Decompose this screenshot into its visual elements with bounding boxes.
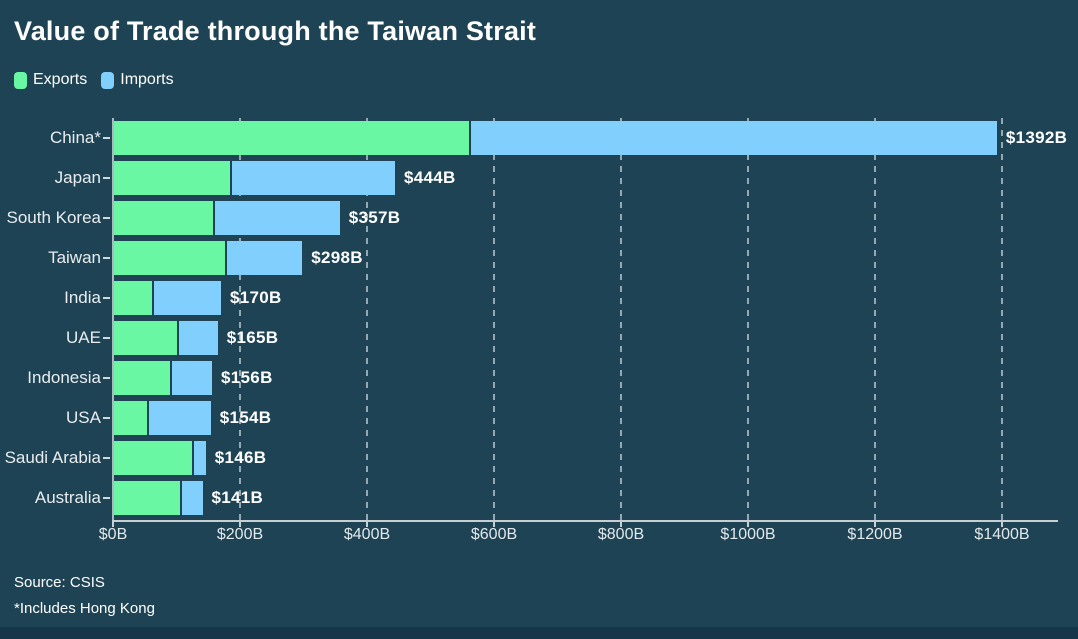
category-tick — [103, 297, 110, 299]
x-tick-label: $600B — [470, 526, 518, 543]
imports-bar-segment — [148, 401, 211, 435]
x-tick-mark — [874, 522, 876, 527]
x-tick-label: $200B — [216, 526, 264, 543]
category-tick — [103, 217, 110, 219]
imports-bar-segment — [182, 481, 203, 515]
legend-label-imports: Imports — [120, 71, 174, 88]
x-axis-line — [112, 520, 1058, 522]
total-value-label: $1392B — [1005, 128, 1068, 147]
total-value-label: $165B — [226, 328, 279, 347]
gridline — [620, 118, 622, 520]
legend-label-exports: Exports — [33, 71, 88, 88]
exports-bar-segment — [114, 321, 178, 355]
exports-bar-segment — [114, 201, 214, 235]
x-tick-label: $800B — [597, 526, 645, 543]
total-value-label: $170B — [229, 288, 282, 307]
imports-bar-segment — [193, 441, 206, 475]
legend-item-imports: Imports — [101, 71, 174, 89]
category-label: Indonesia — [27, 368, 101, 387]
bar-row: UAE $165B — [66, 318, 1058, 358]
exports-bar-segment — [114, 241, 226, 275]
x-tick-mark — [1001, 522, 1003, 527]
bar-row: South Korea $357B — [6, 198, 1058, 238]
category-tick — [103, 257, 110, 259]
exports-bar-segment — [114, 281, 152, 315]
total-value-label: $154B — [219, 408, 272, 427]
footnote-text: *Includes Hong Kong — [14, 600, 155, 617]
exports-bar-segment — [114, 481, 181, 515]
imports-bar-segment — [227, 241, 303, 275]
total-value-label: $357B — [348, 208, 401, 227]
imports-swatch-icon — [101, 71, 115, 89]
category-tick — [103, 497, 110, 499]
x-tick-mark — [620, 522, 622, 527]
x-tick-mark — [366, 522, 368, 527]
category-tick — [103, 137, 110, 139]
bar-row: Taiwan $298B — [48, 238, 1058, 278]
category-label: Saudi Arabia — [4, 448, 101, 467]
gridline — [874, 118, 876, 520]
legend: Exports Imports — [14, 71, 174, 89]
category-label: Australia — [34, 488, 101, 507]
exports-bar-segment — [114, 401, 147, 435]
bar-row: Japan $444B — [55, 158, 1058, 198]
imports-bar-segment — [153, 281, 221, 315]
plot-area: China* $1392B Japan $444B South Korea $357B Ta… — [5, 118, 1067, 543]
bar-row: Indonesia $156B — [27, 358, 1058, 398]
category-tick — [103, 417, 110, 419]
x-tick-mark — [239, 522, 241, 527]
source-text: Source: CSIS — [14, 574, 105, 591]
total-value-label: $444B — [403, 168, 456, 187]
x-tick-mark — [493, 522, 495, 527]
total-value-label: $156B — [221, 368, 273, 387]
gridline — [493, 118, 495, 520]
x-tick-label: $1400B — [974, 526, 1030, 543]
imports-bar-segment — [179, 321, 218, 355]
category-tick — [103, 177, 110, 179]
total-value-label: $146B — [214, 448, 267, 467]
bar-row: Australia $141B — [35, 478, 1058, 518]
total-value-label: $141B — [211, 488, 264, 507]
gridline — [366, 118, 368, 520]
bar-row: India $170B — [64, 278, 1058, 318]
bar-row: Saudi Arabia $146B — [5, 438, 1058, 478]
y-axis-line — [112, 118, 114, 520]
category-label: South Korea — [6, 208, 101, 227]
imports-bar-segment — [232, 161, 395, 195]
exports-bar-segment — [114, 121, 469, 155]
category-label: Japan — [54, 168, 101, 187]
total-value-label: $298B — [311, 248, 363, 267]
x-tick-label: $1200B — [847, 526, 903, 543]
category-label: China* — [49, 128, 101, 147]
exports-bar-segment — [114, 441, 192, 475]
category-tick — [103, 457, 110, 459]
imports-bar-segment — [215, 201, 340, 235]
bar-row: China* $1392B — [50, 118, 1067, 158]
legend-item-exports: Exports — [14, 71, 87, 89]
exports-bar-segment — [114, 361, 170, 395]
bottom-strip — [0, 627, 1078, 639]
chart-title: Value of Trade through the Taiwan Strait — [14, 16, 537, 46]
x-tick-label: $0B — [98, 526, 128, 543]
imports-bar-segment — [470, 121, 997, 155]
x-tick-mark — [112, 522, 114, 527]
source-block: Source: CSIS *Includes Hong Kong — [14, 570, 155, 622]
imports-bar-segment — [171, 361, 213, 395]
gridline — [747, 118, 749, 520]
category-tick — [103, 337, 110, 339]
category-label: UAE — [66, 328, 101, 347]
bar-row: USA $154B — [66, 398, 1058, 438]
gridline — [239, 118, 241, 520]
category-label: India — [64, 288, 101, 307]
exports-bar-segment — [114, 161, 231, 195]
exports-swatch-icon — [14, 71, 27, 89]
category-label: Taiwan — [48, 248, 101, 267]
category-label: USA — [66, 408, 101, 427]
x-tick-label: $1000B — [720, 526, 776, 543]
x-tick-label: $400B — [343, 526, 391, 543]
category-tick — [103, 377, 110, 379]
x-tick-mark — [747, 522, 749, 527]
gridline — [1001, 118, 1003, 520]
